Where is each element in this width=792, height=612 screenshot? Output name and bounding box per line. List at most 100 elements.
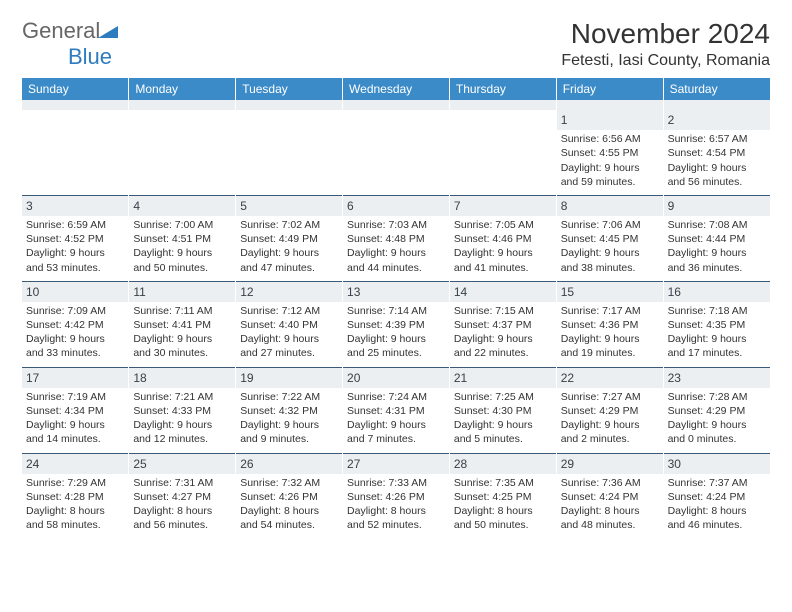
day-number: 20 <box>343 367 449 388</box>
sunrise-line: Sunrise: 6:56 AM <box>561 133 641 145</box>
day-content: Sunrise: 7:12 AMSunset: 4:40 PMDaylight:… <box>236 302 342 367</box>
day-cell: 14Sunrise: 7:15 AMSunset: 4:37 PMDayligh… <box>449 281 556 367</box>
sunrise-line: Sunrise: 7:33 AM <box>347 477 427 489</box>
sunset-line: Sunset: 4:29 PM <box>668 405 746 417</box>
day-cell: 23Sunrise: 7:28 AMSunset: 4:29 PMDayligh… <box>663 367 770 453</box>
sunrise-line: Sunrise: 7:06 AM <box>561 219 641 231</box>
day-content: Sunrise: 7:00 AMSunset: 4:51 PMDaylight:… <box>129 216 235 281</box>
day-number: 2 <box>664 110 770 130</box>
day-number: 29 <box>557 453 663 474</box>
daylight-line: Daylight: 9 hoursand 36 minutes. <box>668 247 747 273</box>
sunrise-line: Sunrise: 7:18 AM <box>668 305 748 317</box>
day-number: 26 <box>236 453 342 474</box>
day-cell: 8Sunrise: 7:06 AMSunset: 4:45 PMDaylight… <box>556 195 663 281</box>
day-cell: 17 Sunrise: 7:19 AM Sunset: 4:34 PM Dayligh… <box>22 367 129 453</box>
sunset-line: Sunset: 4:33 PM <box>133 405 211 417</box>
daylight-line: Daylight: 8 hoursand 56 minutes. <box>133 505 212 531</box>
weekday-header-row: SundayMondayTuesdayWednesdayThursdayFrid… <box>22 78 770 100</box>
sunset-line: Sunset: 4:27 PM <box>133 491 211 503</box>
day-content: Sunrise: 7:35 AMSunset: 4:25 PMDaylight:… <box>450 474 556 539</box>
day-number: 17 <box>22 367 128 388</box>
day-cell: . <box>129 110 236 195</box>
day-cell: 18Sunrise: 7:21 AMSunset: 4:33 PMDayligh… <box>129 367 236 453</box>
weekday-header: Monday <box>129 78 236 100</box>
sunrise-line: Sunrise: 7:09 AM <box>26 305 106 317</box>
sunset-line: Sunset: 4:24 PM <box>561 491 639 503</box>
daylight-line: Daylight: 9 hoursand 38 minutes. <box>561 247 640 273</box>
sunrise-line: Sunrise: 7:32 AM <box>240 477 320 489</box>
day-number: 24 <box>22 453 128 474</box>
daylight-line: Daylight: 9 hoursand 22 minutes. <box>454 333 533 359</box>
sunrise-line: Sunrise: 7:36 AM <box>561 477 641 489</box>
day-content: Sunrise: 7:37 AMSunset: 4:24 PMDaylight:… <box>664 474 770 539</box>
sunrise-line: Sunrise: 7:05 AM <box>454 219 534 231</box>
logo-part1: General <box>22 18 100 43</box>
day-content: Sunrise: 7:17 AMSunset: 4:36 PMDaylight:… <box>557 302 663 367</box>
day-cell: 24Sunrise: 7:29 AMSunset: 4:28 PMDayligh… <box>22 453 129 539</box>
daylight-line: Daylight: 9 hoursand 33 minutes. <box>26 333 105 359</box>
day-cell: 16Sunrise: 7:18 AMSunset: 4:35 PMDayligh… <box>663 281 770 367</box>
weekday-header: Friday <box>556 78 663 100</box>
sunrise-line: Sunrise: 7:12 AM <box>240 305 320 317</box>
sunset-line: Sunset: 4:37 PM <box>454 319 532 331</box>
daylight-line: Daylight: 9 hoursand 53 minutes. <box>26 247 105 273</box>
calendar-table: SundayMondayTuesdayWednesdayThursdayFrid… <box>22 78 770 538</box>
weekday-header: Thursday <box>449 78 556 100</box>
day-number: 5 <box>236 195 342 216</box>
sunrise-line: Sunrise: 7:17 AM <box>561 305 641 317</box>
sunrise-line: Sunrise: 7:35 AM <box>454 477 534 489</box>
day-cell: 7Sunrise: 7:05 AMSunset: 4:46 PMDaylight… <box>449 195 556 281</box>
sunset-line: Sunset: 4:29 PM <box>561 405 639 417</box>
day-content: Sunrise: 7:29 AMSunset: 4:28 PMDaylight:… <box>22 474 128 539</box>
sunset-line: Sunset: 4:32 PM <box>240 405 318 417</box>
sunset-line: Sunset: 4:40 PM <box>240 319 318 331</box>
day-content: Sunrise: 7:11 AMSunset: 4:41 PMDaylight:… <box>129 302 235 367</box>
sunrise-line: Sunrise: 7:03 AM <box>347 219 427 231</box>
week-row: 3Sunrise: 6:59 AMSunset: 4:52 PMDaylight… <box>22 195 770 281</box>
day-content: Sunrise: 7:27 AMSunset: 4:29 PMDaylight:… <box>557 388 663 453</box>
logo: General Blue <box>22 18 118 70</box>
sunrise-line: Sunrise: 6:59 AM <box>26 219 106 231</box>
sunrise-line: Sunrise: 7:15 AM <box>454 305 534 317</box>
daylight-line: Daylight: 9 hoursand 25 minutes. <box>347 333 426 359</box>
day-cell: 1Sunrise: 6:56 AMSunset: 4:55 PMDaylight… <box>556 110 663 195</box>
daylight-line: Daylight: 9 hoursand 14 minutes. <box>26 419 105 445</box>
daylight-line: Daylight: 8 hoursand 48 minutes. <box>561 505 640 531</box>
sunrise-line: Sunrise: 7:02 AM <box>240 219 320 231</box>
sunrise-line: Sunrise: 7:19 AM <box>26 391 106 403</box>
daylight-line: Daylight: 9 hoursand 30 minutes. <box>133 333 212 359</box>
day-content: Sunrise: 6:57 AMSunset: 4:54 PMDaylight:… <box>664 130 770 195</box>
day-content: Sunrise: 7:09 AMSunset: 4:42 PMDaylight:… <box>22 302 128 367</box>
daylight-line: Daylight: 9 hoursand 59 minutes. <box>561 162 640 188</box>
sunset-line: Sunset: 4:46 PM <box>454 233 532 245</box>
day-cell: 22Sunrise: 7:27 AMSunset: 4:29 PMDayligh… <box>556 367 663 453</box>
day-number: 21 <box>450 367 556 388</box>
sunrise-line: Sunrise: 7:22 AM <box>240 391 320 403</box>
day-number: 25 <box>129 453 235 474</box>
daylight-line: Daylight: 9 hoursand 56 minutes. <box>668 162 747 188</box>
day-content: Sunrise: 7:15 AM Sunset: 4:37 PM Daylight:… <box>450 302 556 367</box>
day-content: Sunrise: 7:25 AMSunset: 4:30 PMDaylight:… <box>450 388 556 453</box>
sunset-line: Sunset: 4:51 PM <box>133 233 211 245</box>
week-row: 24Sunrise: 7:29 AMSunset: 4:28 PMDayligh… <box>22 453 770 539</box>
day-content: Sunrise: 7:02 AMSunset: 4:49 PMDaylight:… <box>236 216 342 281</box>
daylight-line: Daylight: 9 hoursand 19 minutes. <box>561 333 640 359</box>
day-cell: 13Sunrise: 7:14 AMSunset: 4:39 PMDayligh… <box>343 281 450 367</box>
sunset-line: Sunset: 4:34 PM <box>26 405 104 417</box>
day-number: 15 <box>557 281 663 302</box>
location: Fetesti, Iasi County, Romania <box>561 52 770 70</box>
day-cell: . <box>449 110 556 195</box>
sunrise-line: Sunrise: 7:14 AM <box>347 305 427 317</box>
daylight-line: Daylight: 8 hoursand 50 minutes. <box>454 505 533 531</box>
day-number: 27 <box>343 453 449 474</box>
daylight-line: Daylight: 9 hoursand 44 minutes. <box>347 247 426 273</box>
sunset-line: Sunset: 4:49 PM <box>240 233 318 245</box>
day-cell: . <box>22 110 129 195</box>
week-row: 17 Sunrise: 7:19 AM Sunset: 4:34 PM Dayligh… <box>22 367 770 453</box>
sunset-line: Sunset: 4:24 PM <box>668 491 746 503</box>
day-cell: 4Sunrise: 7:00 AMSunset: 4:51 PMDaylight… <box>129 195 236 281</box>
logo-text: General Blue <box>22 18 118 70</box>
day-content: Sunrise: 7:22 AMSunset: 4:32 PMDaylight:… <box>236 388 342 453</box>
sunset-line: Sunset: 4:26 PM <box>347 491 425 503</box>
day-content: Sunrise: 7:28 AMSunset: 4:29 PMDaylight:… <box>664 388 770 453</box>
